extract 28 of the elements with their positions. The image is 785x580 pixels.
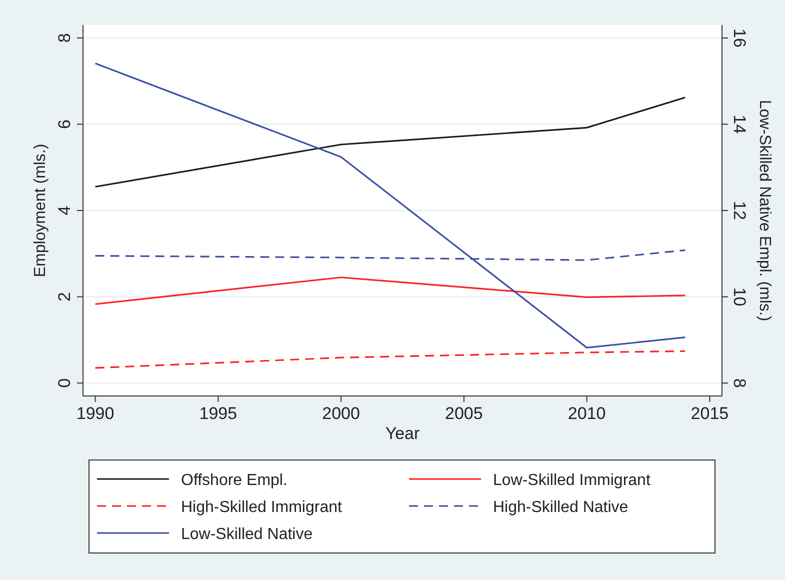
y2-tick-label: 8 (730, 378, 749, 388)
y-tick-label: 6 (55, 119, 74, 129)
line-series (94, 276, 686, 305)
y2-tick-label: 14 (730, 114, 749, 134)
legend-label: Low-Skilled Native (181, 526, 313, 543)
y2-axis-title: Low-Skilled Native Empl. (mls.) (756, 100, 773, 322)
line-series (94, 350, 686, 369)
legend-label: High-Skilled Immigrant (181, 499, 342, 516)
x-tick-label: 1995 (199, 404, 238, 423)
line-series (94, 96, 686, 188)
x-tick-label: 2000 (322, 404, 360, 423)
y-tick-label: 8 (55, 33, 74, 43)
x-tick-label: 2005 (445, 404, 483, 423)
x-axis-title: Year (385, 424, 420, 443)
line-series (94, 62, 686, 348)
y-tick-label: 4 (55, 206, 74, 216)
y-tick-label: 2 (55, 292, 74, 302)
legend-label: Offshore Empl. (181, 472, 288, 489)
x-tick-label: 2015 (690, 404, 729, 423)
y-tick-label: 0 (55, 378, 74, 388)
legend-label: Low-Skilled Immigrant (493, 472, 651, 489)
legend-label: High-Skilled Native (493, 499, 628, 516)
x-tick-label: 1990 (76, 404, 114, 423)
y2-tick-label: 10 (730, 287, 749, 306)
y2-tick-label: 12 (730, 201, 749, 220)
x-tick-label: 2010 (568, 404, 606, 423)
y2-tick-label: 16 (730, 28, 749, 48)
y-axis-title: Employment (mls.) (32, 144, 49, 278)
